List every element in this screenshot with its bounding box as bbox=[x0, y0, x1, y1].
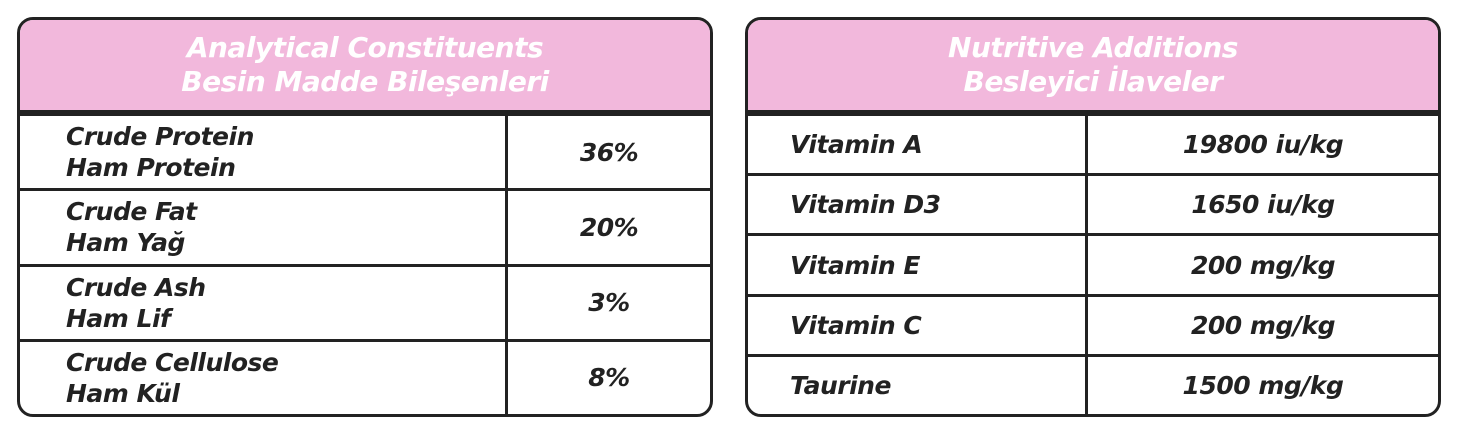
row-value: 8% bbox=[588, 363, 630, 393]
label-line: Vitamin A bbox=[790, 130, 923, 160]
label-line: Crude Cellulose bbox=[66, 347, 279, 377]
row-value: 200 mg/kg bbox=[1191, 250, 1336, 280]
row-label: Vitamin E bbox=[748, 236, 1088, 294]
header-line: Nutritive Additions bbox=[948, 31, 1238, 64]
header-line: Besin Madde Bileşenleri bbox=[181, 65, 549, 98]
row-value: 1500 mg/kg bbox=[1182, 370, 1344, 400]
table-row: Vitamin A 19800 iu/kg bbox=[748, 113, 1438, 174]
row-label: Vitamin D3 bbox=[748, 176, 1088, 234]
table-row: Vitamin C 200 mg/kg bbox=[748, 293, 1438, 354]
row-value: 20% bbox=[579, 212, 639, 242]
row-value: 200 mg/kg bbox=[1191, 310, 1336, 340]
label-line: Vitamin E bbox=[790, 250, 921, 280]
table-row: Taurine 1500 mg/kg bbox=[748, 353, 1438, 414]
row-label: Taurine bbox=[748, 356, 1088, 414]
label-line: Crude Ash bbox=[66, 272, 206, 302]
label-line: Crude Protein bbox=[66, 122, 254, 152]
label-line: Taurine bbox=[790, 370, 891, 400]
header-line: Besleyici İlaveler bbox=[963, 65, 1223, 98]
row-label: Crude Protein Ham Protein bbox=[20, 116, 508, 189]
row-label: Crude Ash Ham Lif bbox=[20, 266, 508, 339]
table-row: Crude Cellulose Ham Kül 8% bbox=[20, 338, 710, 414]
row-value: 1650 iu/kg bbox=[1191, 190, 1335, 220]
row-label: Crude Cellulose Ham Kül bbox=[20, 341, 508, 414]
label-line: Vitamin D3 bbox=[790, 190, 941, 220]
row-label: Vitamin C bbox=[748, 296, 1088, 354]
row-label: Vitamin A bbox=[748, 116, 1088, 174]
label-line: Crude Fat bbox=[66, 197, 197, 227]
header-line: Analytical Constituents bbox=[186, 31, 544, 64]
table: Analytical Constituents Besin Madde Bileş… bbox=[17, 17, 713, 417]
row-value: 36% bbox=[579, 137, 639, 167]
row-value: 19800 iu/kg bbox=[1182, 130, 1344, 160]
table-header: Analytical Constituents Besin Madde Bileş… bbox=[20, 20, 710, 113]
table: Nutritive Additions Besleyici İlaveler Vit… bbox=[745, 17, 1441, 417]
label-line: Vitamin C bbox=[790, 310, 922, 340]
table-row: Crude Protein Ham Protein 36% bbox=[20, 113, 710, 189]
label-line: Ham Protein bbox=[66, 153, 236, 183]
label-line: Ham Yağ bbox=[66, 228, 185, 258]
table-row: Vitamin D3 1650 iu/kg bbox=[748, 173, 1438, 234]
table-row: Vitamin E 200 mg/kg bbox=[748, 233, 1438, 294]
table-row: Crude Ash Ham Lif 3% bbox=[20, 263, 710, 339]
row-value: 3% bbox=[588, 288, 630, 318]
label-line: Ham Kül bbox=[66, 378, 180, 408]
row-label: Crude Fat Ham Yağ bbox=[20, 191, 508, 264]
table-header: Nutritive Additions Besleyici İlaveler bbox=[748, 20, 1438, 113]
label-line: Ham Lif bbox=[66, 303, 171, 333]
table-row: Crude Fat Ham Yağ 20% bbox=[20, 188, 710, 264]
